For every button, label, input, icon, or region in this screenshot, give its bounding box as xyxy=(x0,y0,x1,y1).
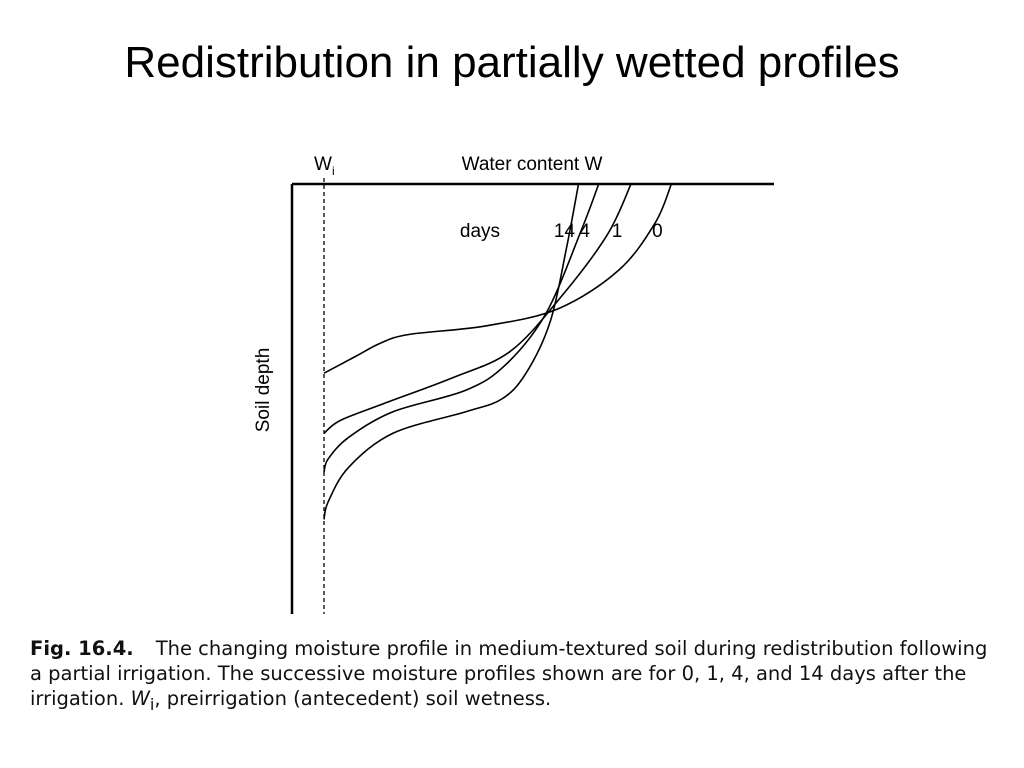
caption-text: The changing moisture profile in medium-… xyxy=(30,637,988,710)
caption-wi-subscript: i xyxy=(149,694,155,714)
x-axis-label: Water content W xyxy=(462,154,603,175)
moisture-curve-day-4 xyxy=(323,183,600,473)
slide-title: Redistribution in partially wetted profi… xyxy=(124,38,900,87)
moisture-curves xyxy=(323,183,673,520)
days-label: days xyxy=(460,221,500,242)
curve-label-day-0: 0 xyxy=(652,221,663,242)
figure-caption: Fig. 16.4. The changing moisture profile … xyxy=(30,636,996,717)
initial-wetness-subscript: i xyxy=(332,164,335,178)
y-axis-label: Soil depth xyxy=(253,348,274,433)
moisture-curve-day-1 xyxy=(323,183,632,435)
caption-text-end: , preirrigation (antecedent) soil wetnes… xyxy=(154,687,552,710)
moisture-curve-day-14 xyxy=(323,183,580,520)
curve-label-day-14: 14 xyxy=(554,221,576,242)
initial-wetness-label: Wi xyxy=(314,154,335,178)
figure-label: Fig. 16.4. xyxy=(30,637,134,660)
curve-label-day-4: 4 xyxy=(579,221,590,242)
moisture-curve-day-0 xyxy=(323,183,673,374)
caption-wi-symbol: W xyxy=(130,687,150,710)
curve-label-day-1: 1 xyxy=(612,221,623,242)
